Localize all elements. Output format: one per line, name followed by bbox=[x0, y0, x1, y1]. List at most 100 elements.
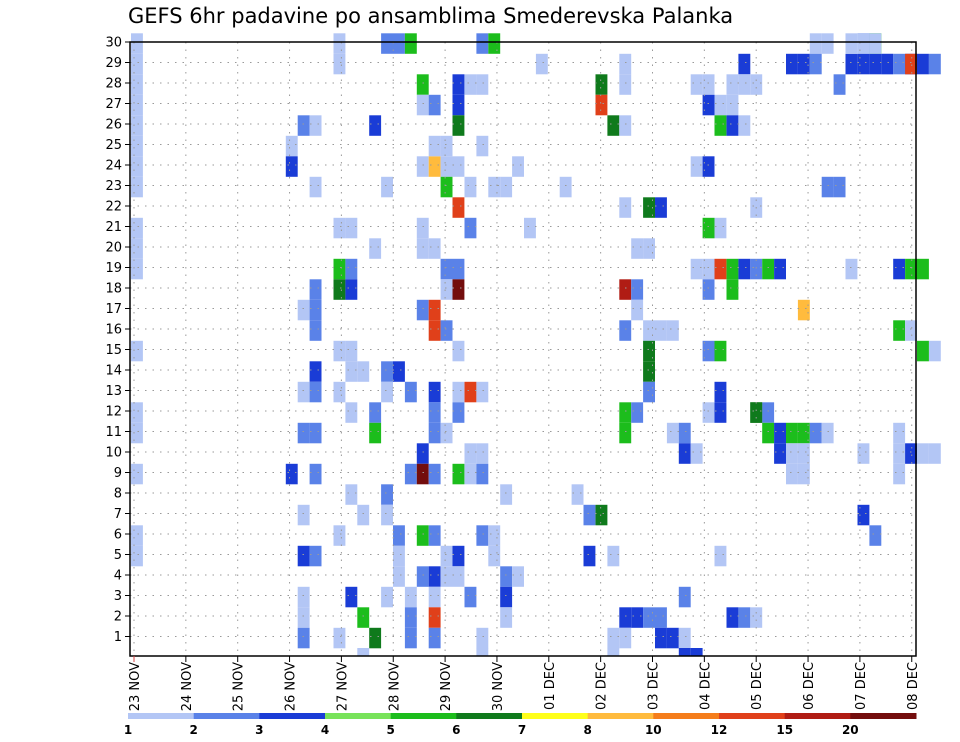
heatmap-cell bbox=[452, 74, 465, 95]
heatmap-cell bbox=[297, 586, 310, 608]
heatmap-cell bbox=[619, 422, 632, 444]
heatmap-cell bbox=[928, 340, 941, 362]
heatmap-cell bbox=[690, 648, 703, 656]
heatmap-cell bbox=[738, 607, 751, 628]
heatmap-cell bbox=[738, 258, 751, 280]
heatmap-cell bbox=[857, 504, 870, 526]
heatmap-cell bbox=[500, 566, 513, 587]
heatmap-cell bbox=[678, 648, 691, 656]
heatmap-cell bbox=[309, 115, 322, 136]
heatmap-cell bbox=[393, 545, 405, 567]
heatmap-cell bbox=[500, 484, 513, 505]
heatmap-cell bbox=[297, 545, 310, 567]
heatmap-cell bbox=[297, 422, 310, 444]
heatmap-cell bbox=[678, 443, 691, 464]
heatmap-cell bbox=[452, 115, 465, 136]
heatmap-cell bbox=[476, 74, 489, 95]
heatmap-cell bbox=[893, 258, 906, 280]
heatmap-cell bbox=[452, 279, 465, 300]
heatmap-cell bbox=[809, 33, 822, 54]
y-tick-label: 29 bbox=[105, 56, 122, 71]
heatmap-cell bbox=[607, 115, 620, 136]
heatmap-cell bbox=[702, 156, 715, 177]
heatmap-cell bbox=[619, 607, 632, 628]
heatmap-cell bbox=[714, 115, 727, 136]
heatmap-cell bbox=[452, 545, 465, 567]
heatmap-cell bbox=[428, 299, 441, 321]
heatmap-cell bbox=[309, 463, 322, 485]
heatmap-cell bbox=[452, 381, 465, 403]
heatmap-cell bbox=[690, 156, 703, 177]
heatmap-cell bbox=[416, 525, 429, 546]
heatmap-cell bbox=[333, 340, 346, 362]
y-tick-label: 24 bbox=[105, 159, 122, 174]
heatmap-cell bbox=[643, 197, 655, 218]
heatmap-cell bbox=[131, 463, 143, 485]
heatmap-cell bbox=[333, 279, 346, 300]
heatmap-cell bbox=[762, 258, 775, 280]
heatmap-cell bbox=[797, 422, 810, 444]
heatmap-cell bbox=[488, 33, 501, 54]
y-tick-label: 2 bbox=[114, 610, 122, 625]
heatmap-cell bbox=[131, 258, 143, 280]
heatmap-cell bbox=[643, 607, 655, 628]
heatmap-cell bbox=[869, 33, 882, 54]
heatmap-cell bbox=[655, 197, 667, 218]
heatmap-cell bbox=[893, 463, 906, 485]
heatmap-cell bbox=[643, 320, 655, 341]
legend-label: 20 bbox=[842, 723, 859, 737]
heatmap-cell bbox=[428, 566, 441, 587]
heatmap-cell bbox=[416, 156, 429, 177]
heatmap-cell bbox=[131, 115, 143, 136]
heatmap-cell bbox=[583, 504, 596, 526]
heatmap-cell bbox=[857, 33, 870, 54]
heatmap-cell bbox=[333, 53, 346, 75]
y-tick-label: 19 bbox=[105, 261, 122, 276]
heatmap-cell bbox=[297, 115, 310, 136]
x-tick-label: 26 NOV bbox=[284, 662, 299, 711]
heatmap-cell bbox=[678, 422, 691, 444]
heatmap-cell bbox=[714, 94, 727, 116]
heatmap-cell bbox=[440, 156, 453, 177]
heatmap-cell bbox=[690, 258, 703, 280]
heatmap-cell bbox=[797, 299, 810, 321]
heatmap-cell bbox=[345, 484, 358, 505]
heatmap-cell bbox=[357, 607, 370, 628]
heatmap-cell bbox=[607, 627, 620, 649]
heatmap-cell bbox=[309, 299, 322, 321]
y-tick-label: 11 bbox=[105, 425, 122, 440]
heatmap-cell bbox=[500, 586, 513, 608]
heatmap-cell bbox=[393, 525, 405, 546]
heatmap-cell bbox=[428, 238, 441, 259]
heatmap-cell bbox=[333, 33, 346, 54]
heatmap-cell bbox=[666, 422, 679, 444]
heatmap-cell bbox=[440, 566, 453, 587]
heatmap-cell bbox=[738, 74, 751, 95]
heatmap-cell bbox=[393, 33, 405, 54]
heatmap-cell bbox=[369, 238, 382, 259]
heatmap-cell bbox=[404, 607, 417, 628]
heatmap-cell bbox=[726, 607, 739, 628]
legend-label: 8 bbox=[584, 723, 592, 737]
legend-label: 2 bbox=[190, 723, 198, 737]
heatmap-cell bbox=[416, 94, 429, 116]
heatmap-cell bbox=[416, 463, 429, 485]
heatmap-cell bbox=[714, 258, 727, 280]
heatmap-cell bbox=[631, 402, 644, 423]
heatmap-cell bbox=[845, 258, 858, 280]
x-axis: 23 NOV 24 NOV 25 NOV 26 NOV 27 NOV 28 NOV 29 N… bbox=[128, 656, 921, 711]
x-tick-label: 30 NOV bbox=[491, 662, 506, 711]
heatmap-cell bbox=[297, 504, 310, 526]
y-tick-label: 23 bbox=[105, 179, 122, 194]
heatmap-cell bbox=[357, 361, 370, 382]
heatmap-cell bbox=[381, 381, 393, 403]
heatmap-cell bbox=[774, 443, 786, 464]
y-tick-label: 21 bbox=[105, 220, 122, 235]
heatmap-cell bbox=[702, 94, 715, 116]
legend-label: 4 bbox=[321, 723, 329, 737]
y-tick-label: 16 bbox=[105, 323, 122, 338]
heatmap-cell bbox=[702, 217, 715, 239]
heatmap-cell bbox=[905, 258, 917, 280]
y-tick-label: 8 bbox=[114, 487, 122, 502]
